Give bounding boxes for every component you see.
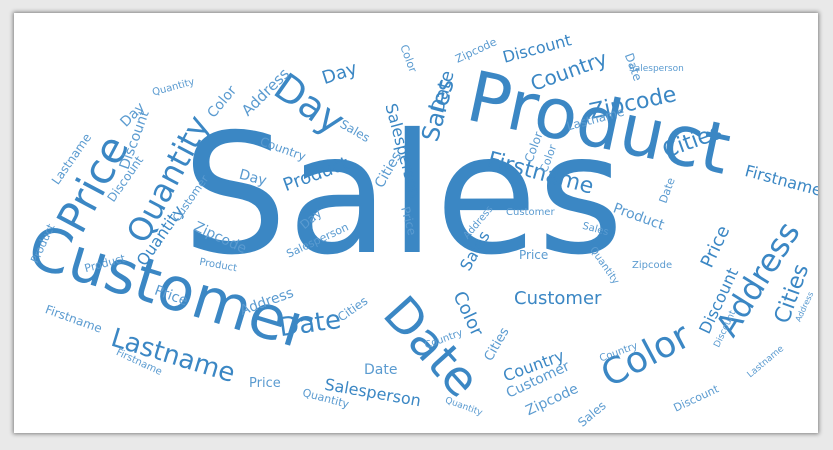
word-firstname-3: Firstname xyxy=(43,302,104,336)
word-quantity-6: Quantity xyxy=(443,395,484,419)
word-cloud: Sales Product Customer Date Price Quanti… xyxy=(14,13,818,433)
word-price-6: Price xyxy=(696,222,735,272)
word-sales-5: Sales xyxy=(575,398,609,430)
word-cities-3: Cities xyxy=(335,293,371,325)
word-customer-5: Customer xyxy=(506,207,555,218)
word-firstname-2: Firstname xyxy=(743,161,818,200)
word-lastname-4: Lastname xyxy=(745,344,786,381)
word-cities-5: Cities xyxy=(481,325,513,364)
word-zipcode-5: Zipcode xyxy=(632,260,673,271)
word-day-2: Day xyxy=(319,58,360,90)
word-price-3: Price xyxy=(249,376,281,391)
word-cloud-frame: Sales Product Customer Date Price Quanti… xyxy=(14,13,818,433)
word-date-5: Date xyxy=(656,175,678,206)
word-customer-2: Customer xyxy=(514,288,602,309)
word-sales-large: Sales xyxy=(182,99,624,292)
word-salesperson-4: Salesperson xyxy=(629,64,684,74)
word-date-2: Date xyxy=(277,304,343,344)
word-color-5: Color xyxy=(397,42,420,75)
word-quantity-5: Quantity xyxy=(151,76,196,99)
word-date-4: Date xyxy=(364,362,398,378)
word-discount-4: Discount xyxy=(671,382,721,415)
word-price-4: Price xyxy=(519,248,549,262)
